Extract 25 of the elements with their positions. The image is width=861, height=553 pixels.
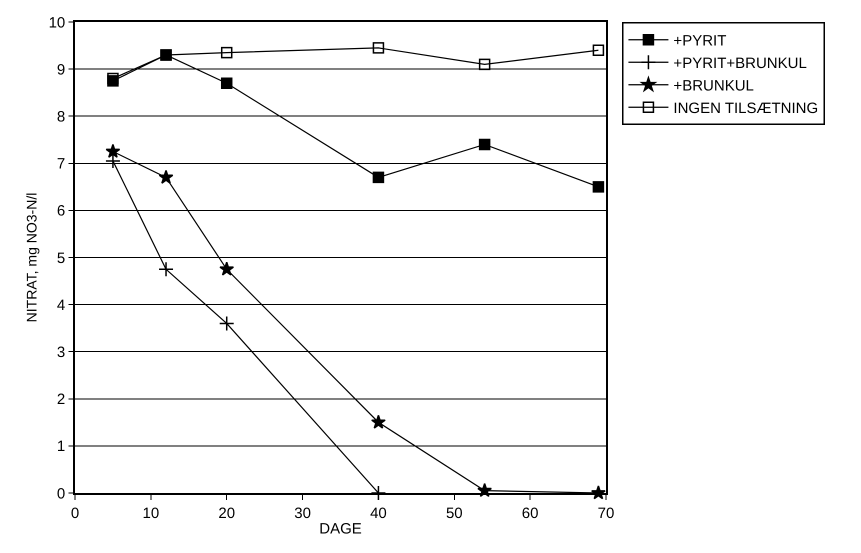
y-tick-label: 0 xyxy=(56,485,66,502)
x-tick-label: 60 xyxy=(522,504,538,522)
y-tick-label: 7 xyxy=(56,156,66,173)
y-tick-label: 6 xyxy=(56,202,66,220)
x-tick-label: 10 xyxy=(142,504,160,522)
legend-label: +BRUNKUL xyxy=(673,78,754,95)
y-axis-title: NITRAT, mg NO3-N/l xyxy=(24,192,40,322)
x-tick-label: 30 xyxy=(294,504,311,522)
y-tick-label: 8 xyxy=(56,108,66,126)
legend-label: INGEN TILSÆTNING xyxy=(673,100,818,118)
y-tick-label: 10 xyxy=(48,14,66,32)
x-tick-label: 70 xyxy=(598,504,614,522)
y-tick-label: 1 xyxy=(56,438,66,456)
x-tick-label: 40 xyxy=(370,504,387,522)
y-tick-label: 3 xyxy=(56,344,66,361)
y-tick-label: 4 xyxy=(56,296,66,314)
x-tick-label: 0 xyxy=(70,504,80,522)
y-tick-label: 2 xyxy=(56,391,66,408)
x-axis-title: DAGE xyxy=(319,520,362,538)
legend-label: +PYRIT+BRUNKUL xyxy=(673,55,807,72)
y-tick-label: 9 xyxy=(56,61,66,78)
x-tick-label: 50 xyxy=(446,504,463,522)
y-tick-label: 5 xyxy=(56,250,66,267)
x-tick-label: 20 xyxy=(218,504,236,522)
legend-label: +PYRIT xyxy=(673,32,726,50)
